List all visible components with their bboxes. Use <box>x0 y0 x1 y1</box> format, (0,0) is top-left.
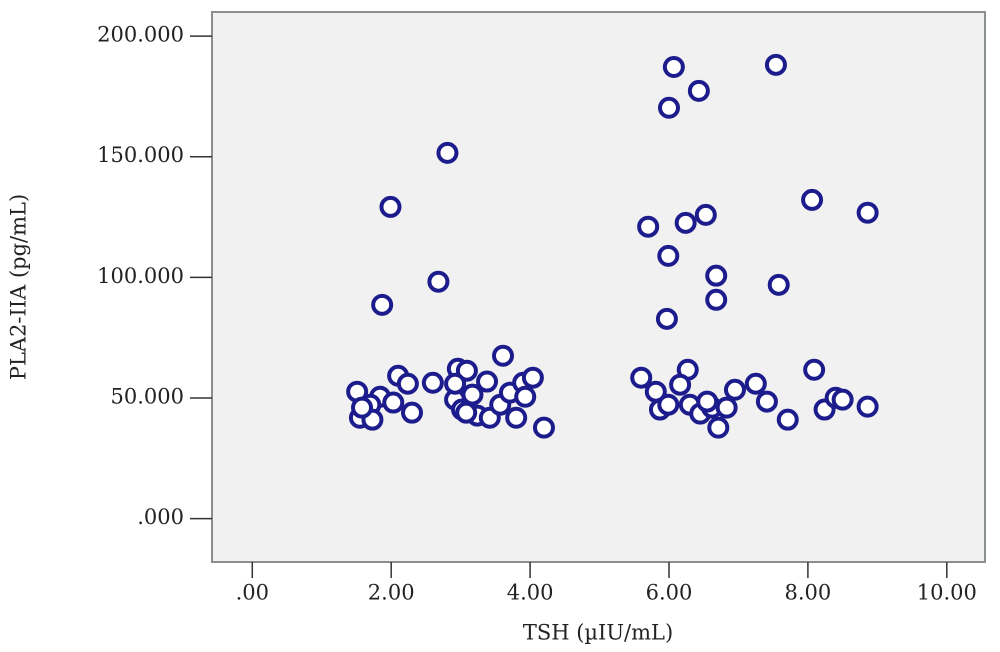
x-axis-title: TSH (µIU/mL) <box>523 621 673 645</box>
plot-area <box>211 11 986 563</box>
point <box>856 395 879 418</box>
point <box>744 372 767 395</box>
point <box>657 244 680 267</box>
point <box>371 293 394 316</box>
x-tick-label: 4.00 <box>507 581 554 605</box>
y-tick-label: 200.000 <box>97 23 184 47</box>
point <box>461 383 484 406</box>
point <box>687 79 710 102</box>
point <box>514 385 537 408</box>
point <box>707 416 730 439</box>
point <box>776 408 799 431</box>
point <box>455 401 478 424</box>
point <box>705 288 728 311</box>
point <box>767 273 790 296</box>
point <box>674 211 697 234</box>
point <box>532 416 555 439</box>
point <box>696 390 719 413</box>
point <box>705 264 728 287</box>
point <box>723 378 746 401</box>
point <box>755 390 778 413</box>
point <box>657 96 680 119</box>
x-tick-label: 10.00 <box>917 581 977 605</box>
point <box>655 307 678 330</box>
point <box>379 195 402 218</box>
point <box>421 371 444 394</box>
point <box>505 406 528 429</box>
point <box>637 215 660 238</box>
point <box>521 366 544 389</box>
y-tick-label: 150.000 <box>97 143 184 167</box>
x-tick-label: 8.00 <box>785 581 832 605</box>
point <box>831 388 854 411</box>
point <box>492 344 515 367</box>
point <box>662 56 685 78</box>
y-axis-title: PLA2-IIA (pg/mL) <box>7 194 31 380</box>
point <box>856 201 879 224</box>
point <box>436 141 459 164</box>
y-tick-label: 50.000 <box>111 384 184 408</box>
point <box>801 188 824 211</box>
y-tick-label: .000 <box>137 505 184 529</box>
point <box>476 370 499 393</box>
x-tick-label: .00 <box>236 581 269 605</box>
point <box>803 358 826 381</box>
point <box>427 270 450 293</box>
point <box>657 393 680 416</box>
point <box>630 366 653 389</box>
point <box>396 372 419 395</box>
point <box>694 203 717 226</box>
point <box>351 396 374 419</box>
y-tick-label: 100.000 <box>97 264 184 288</box>
x-tick-label: 2.00 <box>368 581 415 605</box>
point <box>455 359 478 382</box>
point <box>401 401 424 424</box>
point <box>669 373 692 396</box>
x-tick-label: 6.00 <box>646 581 693 605</box>
point <box>715 396 738 419</box>
point <box>764 53 787 76</box>
point <box>382 391 405 414</box>
point <box>444 372 467 395</box>
